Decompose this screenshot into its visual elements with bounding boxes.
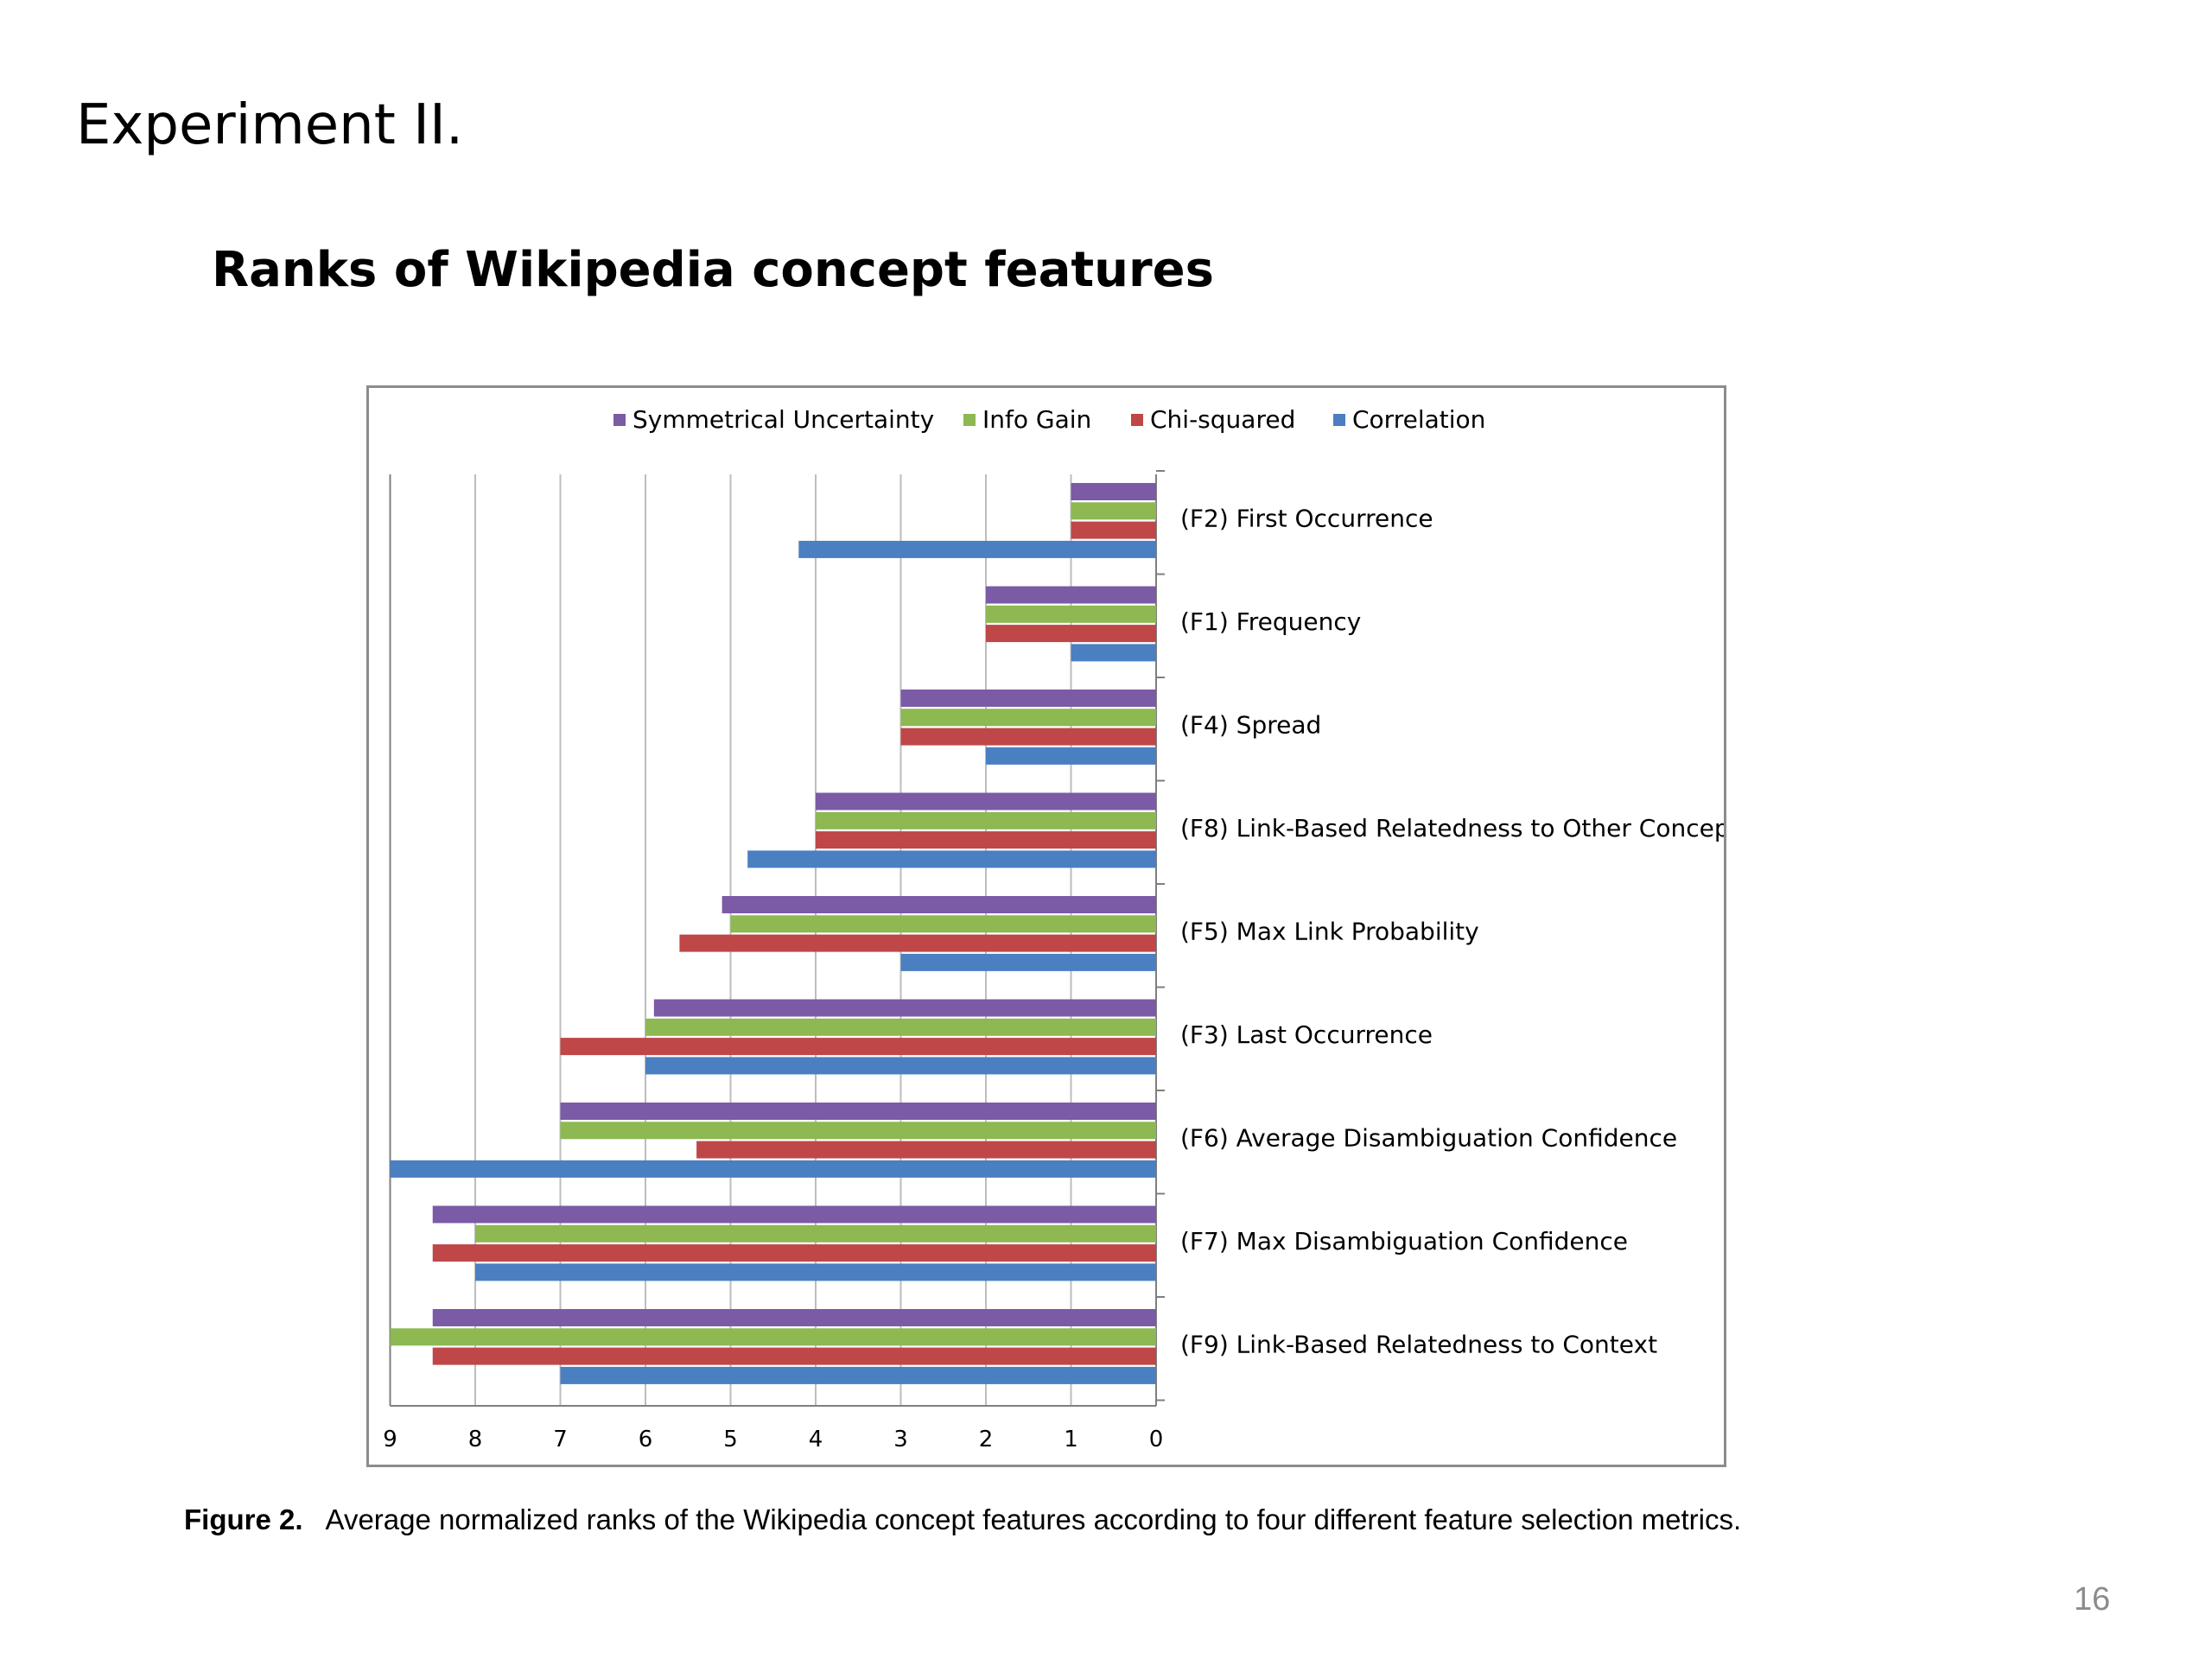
category-label-f1-frequency: (F1) Frequency (1180, 607, 1361, 636)
bar-chart: 9 8 7 6 5 4 3 2 1 0 (F2) First Occurrence (F1) Freq… (383, 405, 1724, 1452)
bar-correlation-f1 (1071, 644, 1156, 662)
category-label-f7-max-disambiguation-confidence: (F7) Max Disambiguation Confidence (1180, 1227, 1628, 1255)
bar-chi-squared-f7 (432, 1244, 1156, 1262)
bar-info-gain-f7 (475, 1224, 1156, 1243)
bar-chi-squared-f9 (432, 1347, 1156, 1365)
bar-symmetrical-uncertainty-f5 (721, 896, 1156, 913)
chart-subtitle: Ranks of Wikipedia concept features (212, 242, 1214, 298)
slide-title: Experiment II. (76, 93, 464, 157)
bar-correlation-f4 (986, 747, 1156, 765)
bar-info-gain-f8 (816, 811, 1156, 830)
category-label-f4-spread: (F4) Spread (1180, 711, 1321, 740)
bar-symmetrical-uncertainty-f1 (986, 586, 1156, 604)
legend-swatch-correlation (1333, 414, 1345, 426)
bar-chi-squared-f3 (560, 1038, 1156, 1056)
x-tick-label-1: 1 (1064, 1427, 1078, 1452)
bar-correlation-f2 (798, 540, 1156, 558)
legend-label-correlation: Correlation (1352, 405, 1485, 434)
bar-chi-squared-f6 (696, 1141, 1156, 1159)
x-tick-label-4: 4 (809, 1427, 823, 1452)
x-tick-label-9: 9 (383, 1427, 397, 1452)
bar-symmetrical-uncertainty-f7 (432, 1205, 1156, 1224)
category-label-f6-average-disambiguation-confidence: (F6) Average Disambiguation Confidence (1180, 1124, 1677, 1153)
bar-symmetrical-uncertainty-f2 (1071, 483, 1156, 500)
bar-chi-squared-f1 (986, 625, 1156, 643)
category-label-f2-first-occurrence: (F2) First Occurrence (1180, 505, 1433, 533)
category-label-f3-last-occurrence: (F3) Last Occurrence (1180, 1020, 1433, 1049)
bar-info-gain-f2 (1071, 502, 1156, 520)
bar-info-gain-f5 (730, 915, 1156, 933)
legend-swatch-symmetrical-uncertainty (613, 414, 626, 426)
legend-label-chi-squared: Chi-squared (1150, 405, 1295, 434)
x-tick-label-8: 8 (468, 1427, 483, 1452)
page-number: 16 (2074, 1581, 2111, 1618)
x-tick-label-7: 7 (553, 1427, 568, 1452)
bar-info-gain-f9 (390, 1328, 1156, 1346)
x-tick-label-6: 6 (639, 1427, 653, 1452)
bar-chi-squared-f8 (816, 831, 1156, 849)
chart-frame: 9 8 7 6 5 4 3 2 1 0 (F2) First Occurrence (F1) Freq… (366, 385, 1726, 1467)
bar-info-gain-f4 (900, 709, 1156, 727)
bar-chi-squared-f2 (1071, 521, 1156, 539)
figure-caption-label: Figure 2. (184, 1503, 303, 1535)
category-label-f5-max-link-probability: (F5) Max Link Probability (1180, 918, 1479, 946)
category-label-f8-link-based-relatedness-to-other-concepts: (F8) Link-Based Relatedness to Other Con… (1180, 814, 1724, 842)
bar-info-gain-f1 (986, 605, 1156, 623)
bar-correlation-f3 (645, 1057, 1156, 1075)
bar-info-gain-f6 (560, 1122, 1156, 1140)
bar-correlation-f5 (900, 953, 1156, 971)
category-label-f9-link-based-relatedness-to-context: (F9) Link-Based Relatedness to Context (1180, 1331, 1657, 1359)
x-tick-label-0: 0 (1149, 1427, 1164, 1452)
legend-label-info-gain: Info Gain (982, 405, 1091, 434)
bar-symmetrical-uncertainty-f8 (816, 792, 1156, 810)
bar-symmetrical-uncertainty-f4 (900, 690, 1156, 707)
legend-swatch-chi-squared (1131, 414, 1143, 426)
bar-symmetrical-uncertainty-f3 (653, 999, 1156, 1017)
bar-correlation-f9 (560, 1366, 1156, 1384)
x-tick-label-3: 3 (893, 1427, 908, 1452)
bar-correlation-f6 (390, 1160, 1156, 1178)
x-tick-label-5: 5 (723, 1427, 738, 1452)
bar-chi-squared-f5 (679, 934, 1156, 952)
bar-symmetrical-uncertainty-f9 (432, 1309, 1156, 1326)
bar-correlation-f7 (475, 1263, 1156, 1281)
bar-info-gain-f3 (645, 1018, 1156, 1036)
legend-swatch-info-gain (963, 414, 976, 426)
bar-correlation-f8 (747, 850, 1156, 868)
bar-chi-squared-f4 (900, 728, 1156, 746)
figure-caption: Figure 2. Average normalized ranks of the… (184, 1503, 1741, 1536)
legend-label-symmetrical-uncertainty: Symmetrical Uncertainty (632, 405, 934, 434)
bar-symmetrical-uncertainty-f6 (560, 1103, 1156, 1120)
x-tick-label-2: 2 (979, 1427, 994, 1452)
figure-caption-text: Average normalized ranks of the Wikipedi… (325, 1503, 1742, 1535)
